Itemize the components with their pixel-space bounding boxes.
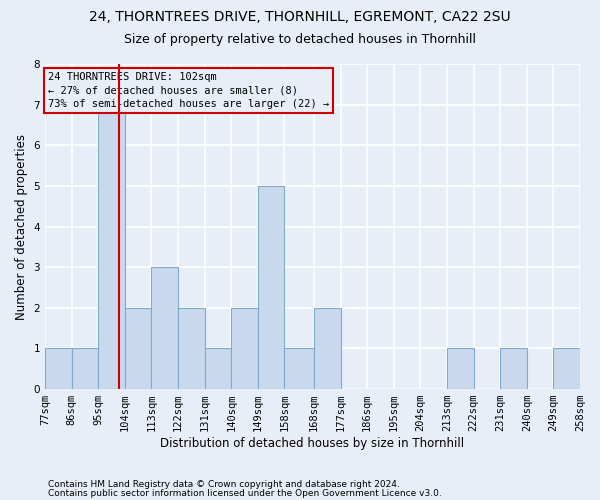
Bar	[284, 348, 314, 389]
Bar	[553, 348, 580, 389]
Text: Size of property relative to detached houses in Thornhill: Size of property relative to detached ho…	[124, 32, 476, 46]
Text: 24, THORNTREES DRIVE, THORNHILL, EGREMONT, CA22 2SU: 24, THORNTREES DRIVE, THORNHILL, EGREMON…	[89, 10, 511, 24]
Bar	[98, 104, 125, 389]
Text: Contains public sector information licensed under the Open Government Licence v3: Contains public sector information licen…	[48, 489, 442, 498]
Bar	[178, 308, 205, 389]
Bar	[205, 348, 231, 389]
Bar	[71, 348, 98, 389]
Bar	[258, 186, 284, 389]
Text: 24 THORNTREES DRIVE: 102sqm
← 27% of detached houses are smaller (8)
73% of semi: 24 THORNTREES DRIVE: 102sqm ← 27% of det…	[48, 72, 329, 108]
Bar	[231, 308, 258, 389]
Bar	[125, 308, 151, 389]
Y-axis label: Number of detached properties: Number of detached properties	[15, 134, 28, 320]
X-axis label: Distribution of detached houses by size in Thornhill: Distribution of detached houses by size …	[160, 437, 464, 450]
Bar	[45, 348, 71, 389]
Text: Contains HM Land Registry data © Crown copyright and database right 2024.: Contains HM Land Registry data © Crown c…	[48, 480, 400, 489]
Bar	[500, 348, 527, 389]
Bar	[447, 348, 473, 389]
Bar	[151, 267, 178, 389]
Bar	[314, 308, 341, 389]
